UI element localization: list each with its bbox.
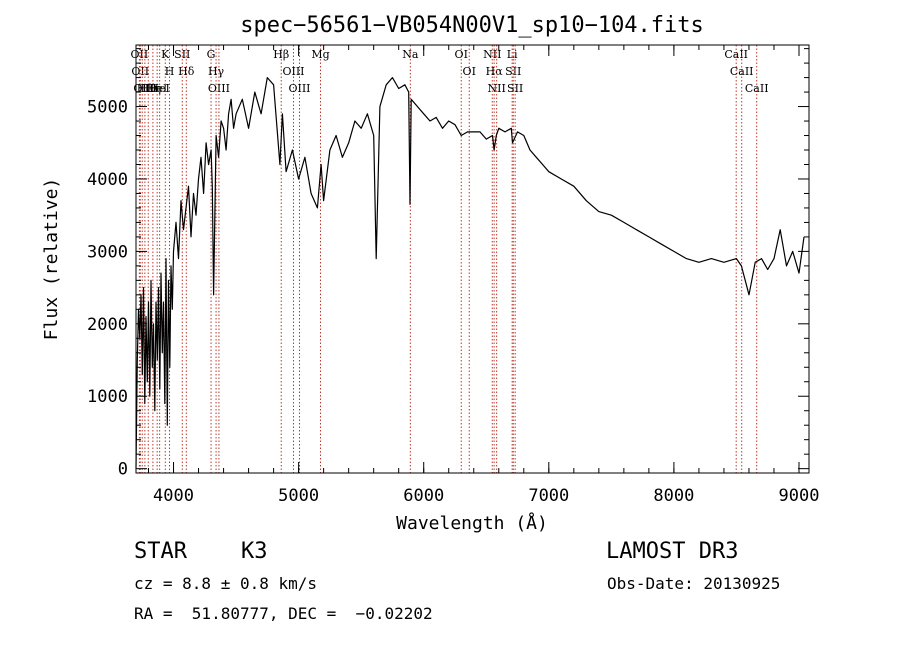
spectral-line-label-24: NII [487, 82, 505, 95]
series-layer [135, 77, 805, 469]
plot-frame [135, 44, 810, 474]
spectral-line-label-12: G [207, 48, 216, 61]
object-class: STAR [134, 539, 187, 564]
y-tick-label: 0 [118, 460, 128, 480]
observation-date: Obs-Date: 20130925 [607, 574, 781, 593]
spectral-line-label-22: NII [483, 48, 501, 61]
spectral-line-label-14: OIII [208, 82, 230, 95]
spectral-line-label-29: CaII [730, 65, 754, 78]
redshift-cz: cz = 8.8 ± 0.8 km/s [134, 574, 318, 593]
spectrum-series-0 [135, 77, 805, 469]
x-axis-label: Wavelength (Å) [396, 512, 548, 534]
spectral-lines-layer: OIIOIIOIIHθHθHηHeIHeIKHSIIHδGHγOIIIHβOII… [131, 45, 769, 473]
x-tick-label: 5000 [278, 486, 319, 506]
x-tick-label: 9000 [779, 486, 820, 506]
spectral-line-label-10: SII [174, 48, 190, 61]
spectral-line-label-19: Na [402, 48, 419, 61]
spectral-line-label-25: Li [507, 48, 518, 61]
spectral-line-label-18: Mg [311, 48, 329, 61]
spectral-line-label-9: H [165, 65, 175, 78]
chart-title: spec−56561−VB054N00V1_sp10−104.fits [240, 13, 704, 38]
x-tick-label: 8000 [653, 486, 694, 506]
spectral-line-label-6: HeI [147, 82, 167, 95]
axes-ticks: 4000 5000 6000 7000 8000 9000 0 1000 2000 3000 400… [87, 45, 819, 506]
x-tick-label: 6000 [403, 486, 444, 506]
x-tick-label: 7000 [528, 486, 569, 506]
y-axis-label: Flux (relative) [41, 178, 62, 341]
spectral-line-label-23: Hα [486, 65, 504, 78]
coordinates: RA = 51.80777, DEC = −0.02202 [134, 604, 433, 623]
spectral-line-label-27: SII [507, 82, 523, 95]
y-tick-label: 1000 [87, 387, 128, 407]
spectral-line-label-15: Hβ [273, 48, 289, 61]
spectral-line-label-17: OIII [288, 82, 310, 95]
spectral-line-label-11: Hδ [178, 65, 195, 78]
spectral-line-label-8: K [161, 48, 170, 61]
y-tick-label: 3000 [87, 242, 128, 262]
y-tick-label: 4000 [87, 170, 128, 190]
spectral-line-label-1: OII [131, 65, 149, 78]
survey-name: LAMOST DR3 [606, 539, 739, 564]
spectral-line-label-21: OI [463, 65, 476, 78]
spectral-line-label-30: CaII [745, 82, 769, 95]
y-tick-label: 5000 [87, 98, 128, 118]
spectral-line-label-16: OIII [282, 65, 304, 78]
spectral-line-label-13: Hγ [208, 65, 225, 78]
y-tick-label: 2000 [87, 315, 128, 335]
object-subclass: K3 [241, 539, 268, 564]
x-tick-label: 4000 [153, 486, 194, 506]
spectral-line-label-20: OI [455, 48, 468, 61]
spectral-line-label-28: CaII [724, 48, 748, 61]
spectral-line-label-7: HeI [149, 82, 169, 95]
spectral-line-label-0: OII [131, 48, 149, 61]
spectral-line-label-26: SII [505, 65, 521, 78]
